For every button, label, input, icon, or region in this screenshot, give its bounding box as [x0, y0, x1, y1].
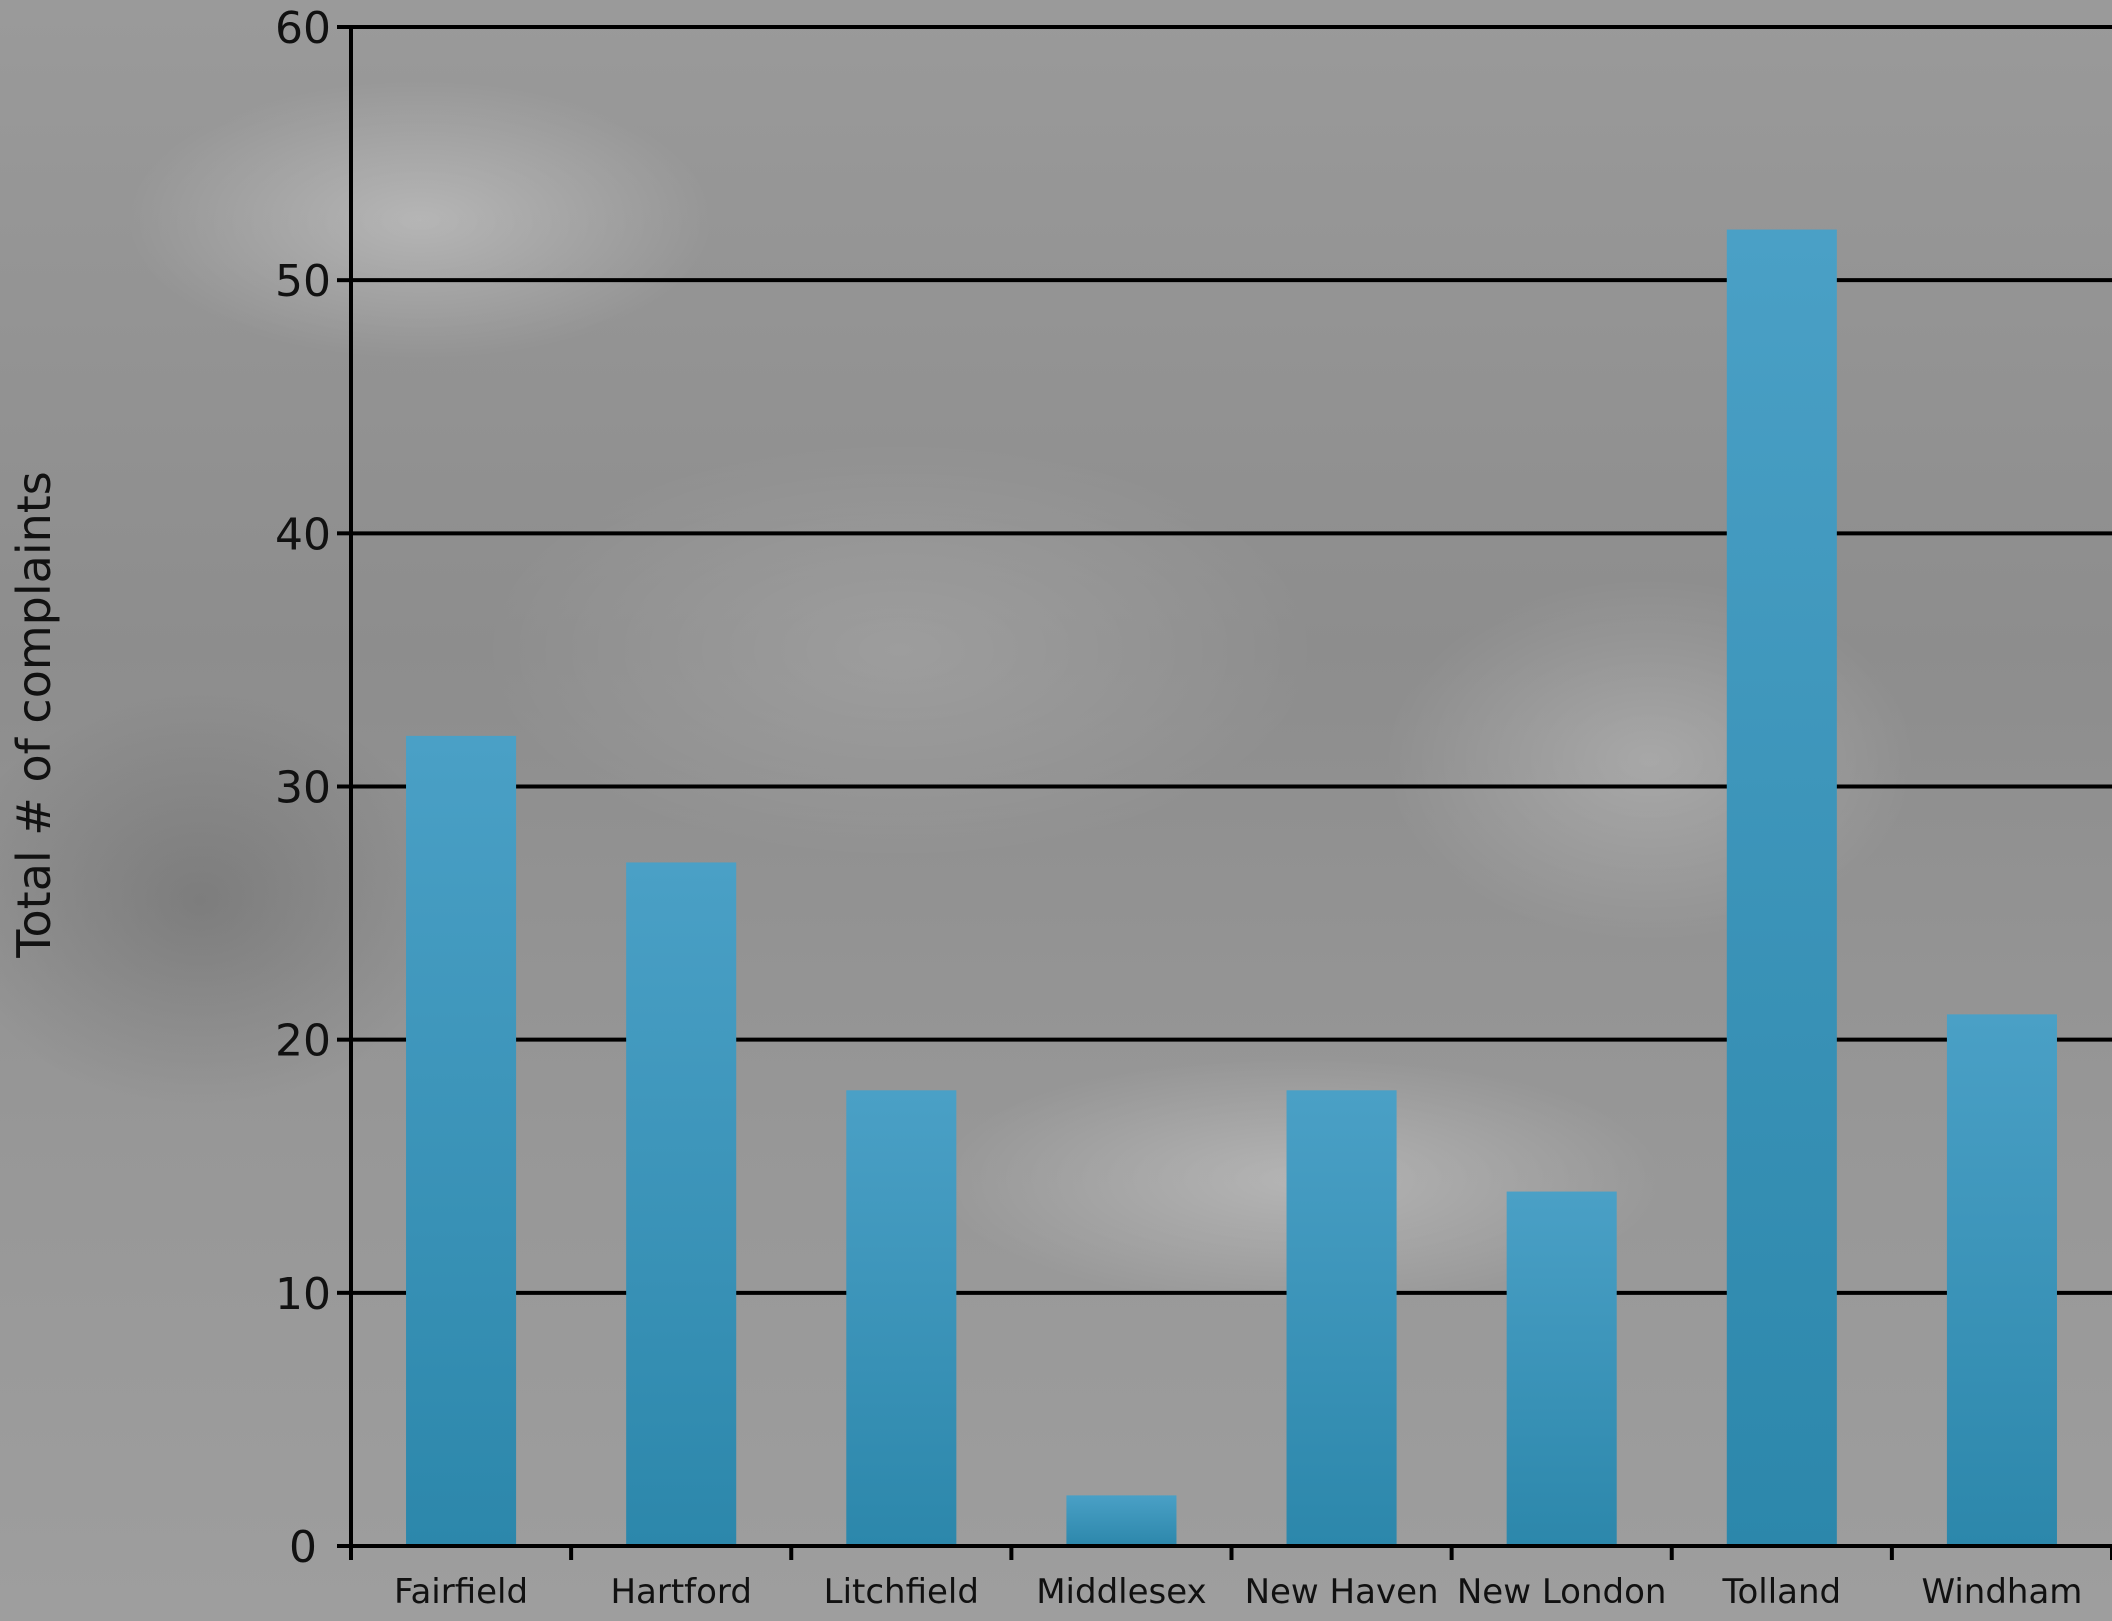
bar-middlesex — [1066, 1495, 1177, 1546]
y-tick-labels: 0 10 20 30 40 50 60 — [275, 3, 331, 1573]
bar-windham — [1946, 1014, 2057, 1546]
x-tick-label-tolland: Tolland — [1721, 1572, 1841, 1612]
x-tick-label-new-haven: New Haven — [1245, 1572, 1439, 1612]
x-tick-label-hartford: Hartford — [610, 1572, 751, 1612]
bar-new-london — [1506, 1191, 1617, 1546]
y-axis-title: Total # of complaints — [7, 471, 61, 959]
bar-new-haven — [1286, 1090, 1397, 1546]
x-axis-ticks — [349, 1546, 2112, 1560]
x-tick-labels: Fairfield Hartford Litchfield Middlesex New … — [394, 1572, 2082, 1612]
y-tick-label-50: 50 — [275, 256, 331, 307]
x-tick-label-fairfield: Fairfield — [394, 1572, 528, 1612]
y-tick-label-10: 10 — [275, 1269, 331, 1320]
x-tick-label-windham: Windham — [1921, 1572, 2082, 1612]
bar-fairfield — [406, 735, 517, 1546]
x-tick-label-litchfield: Litchfield — [824, 1572, 979, 1612]
y-tick-label-60: 60 — [275, 3, 331, 54]
y-tick-label-0: 0 — [289, 1522, 317, 1573]
y-gridlines — [337, 25, 2112, 1548]
bar-litchfield — [846, 1090, 957, 1546]
bar-tolland — [1726, 229, 1837, 1547]
x-tick-label-new-london: New London — [1457, 1572, 1667, 1612]
y-tick-label-30: 30 — [275, 763, 331, 814]
y-tick-label-40: 40 — [275, 509, 331, 560]
bar-hartford — [626, 862, 737, 1546]
y-tick-label-20: 20 — [275, 1016, 331, 1067]
bar-series — [406, 229, 2057, 1547]
x-tick-label-middlesex: Middlesex — [1036, 1572, 1206, 1612]
